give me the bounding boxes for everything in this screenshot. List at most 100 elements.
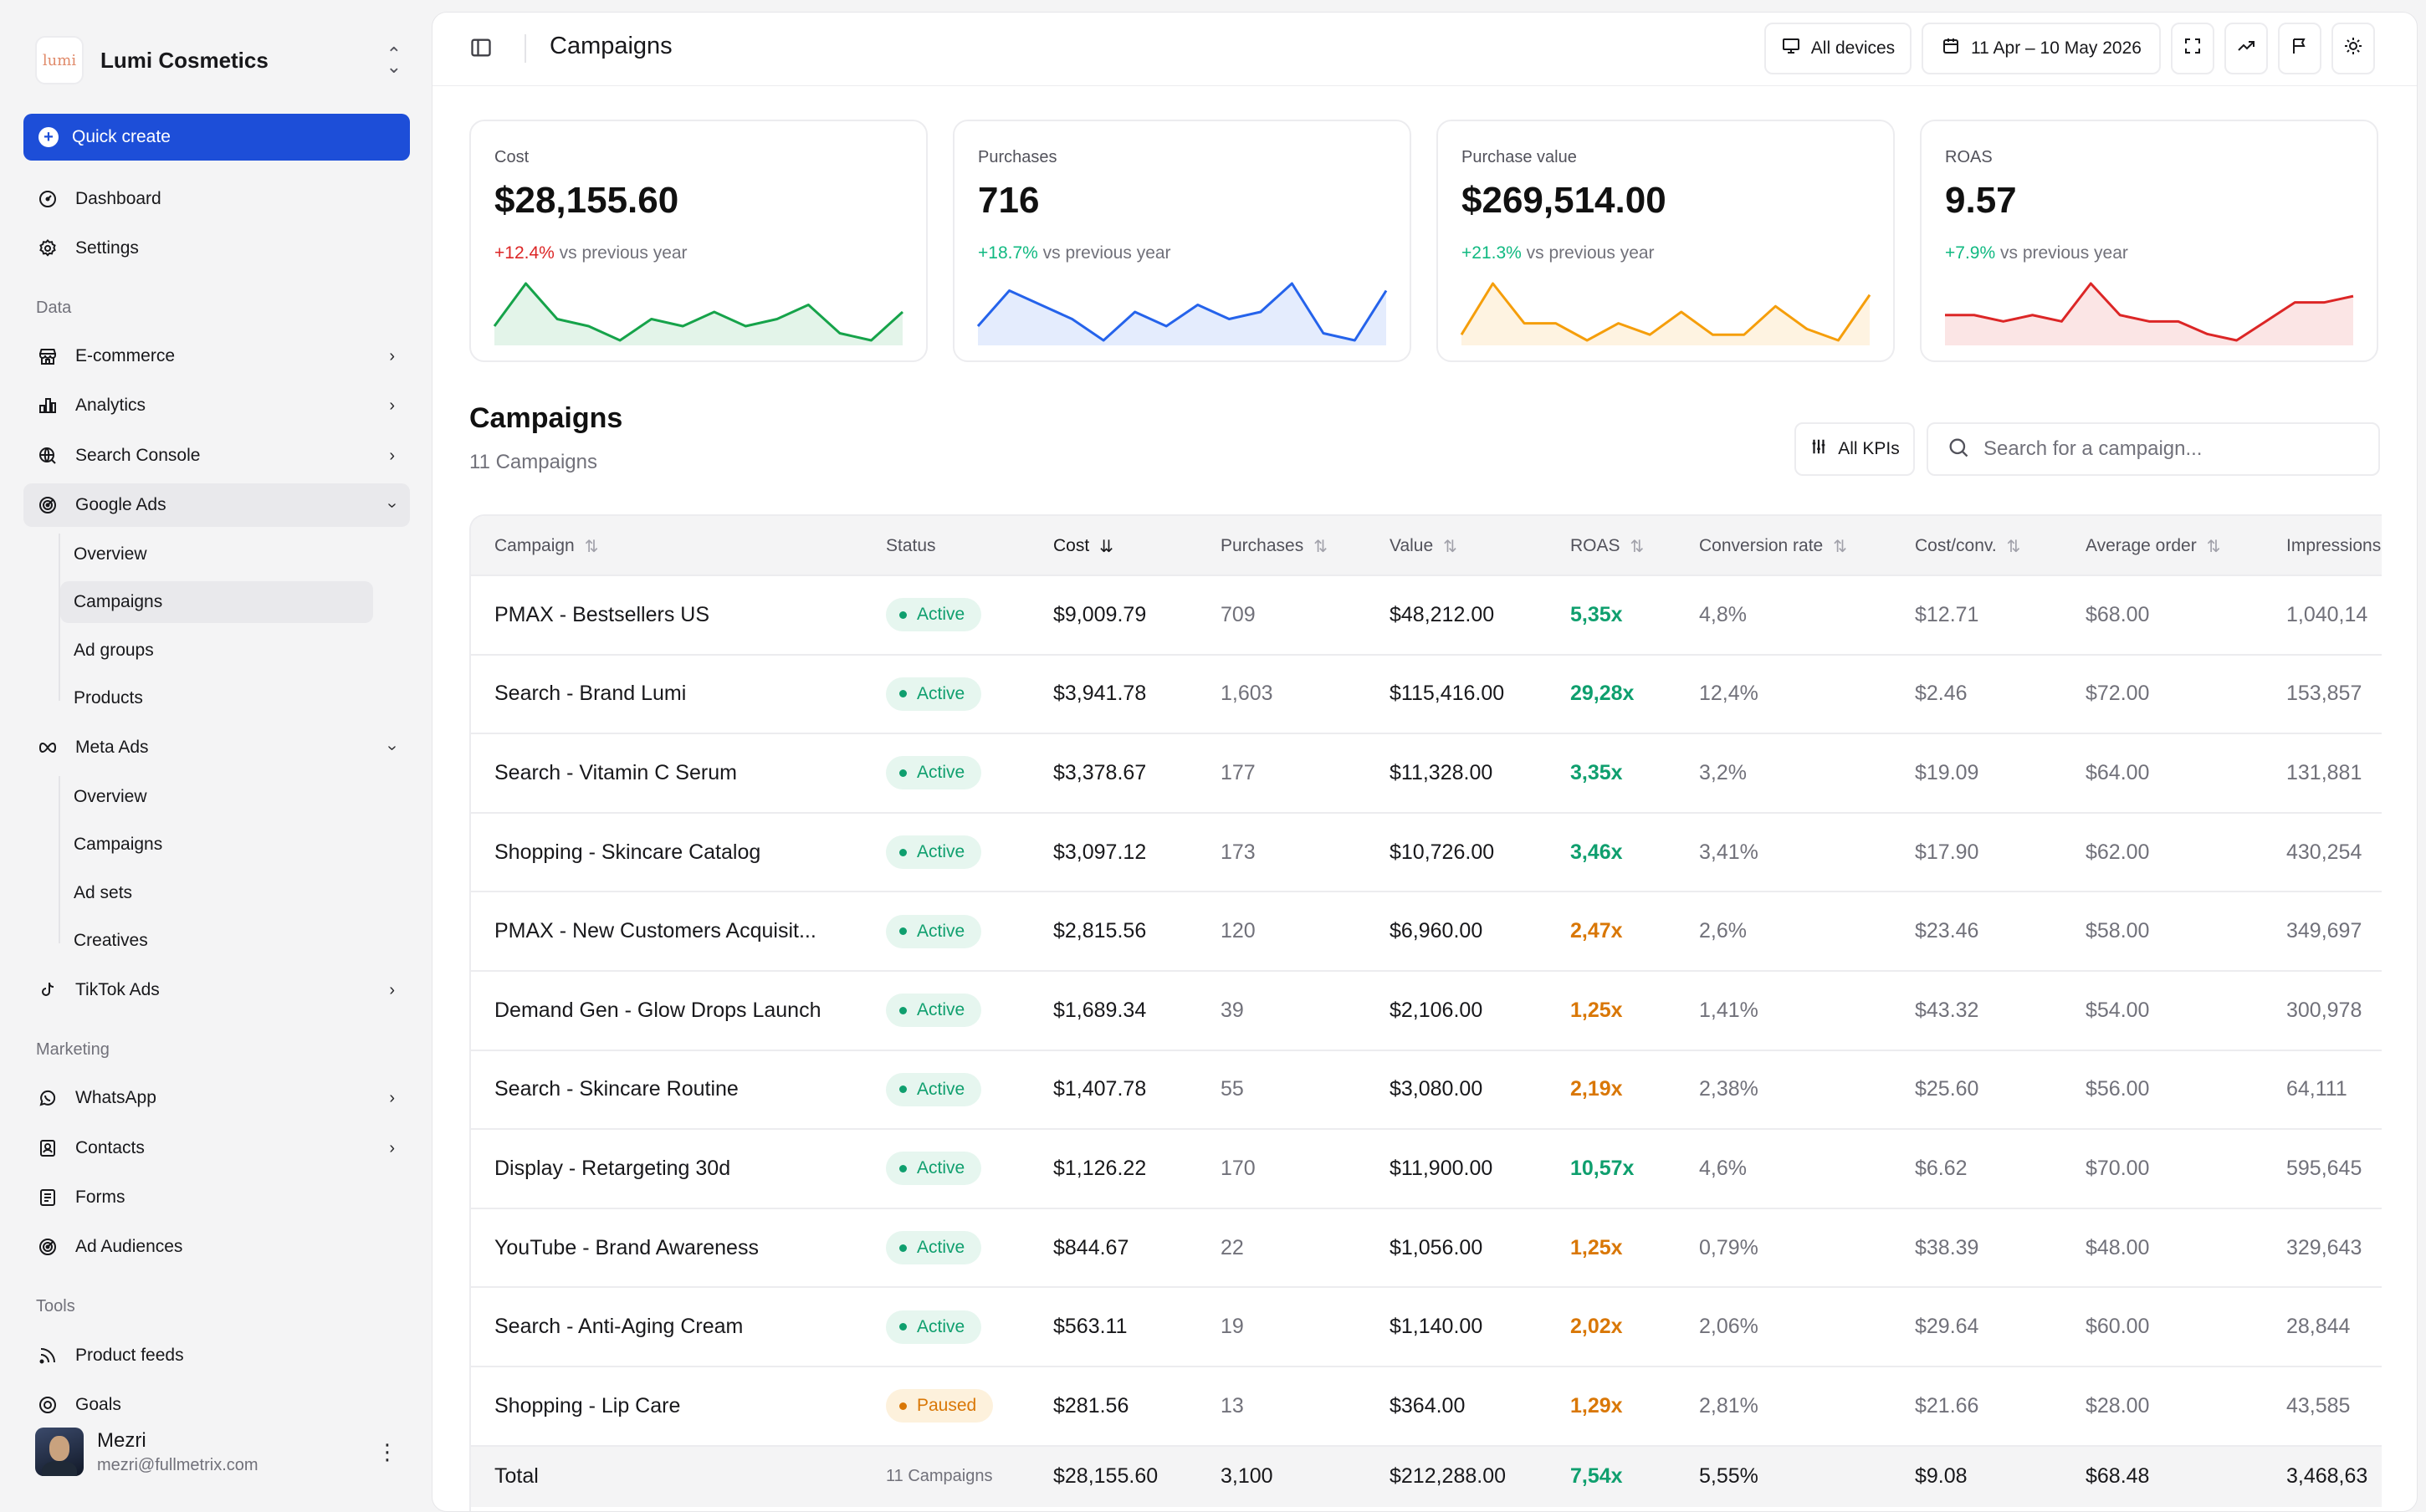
sidebar-toggle-icon[interactable] <box>469 36 493 59</box>
kpi-card-purchases[interactable]: Purchases 716 +18.7% vs previous year <box>953 120 1411 362</box>
sidebar-item-label: TikTok Ads <box>75 980 160 999</box>
theme-toggle-button[interactable] <box>2331 23 2375 74</box>
sidebar-subitem-meta-campaigns[interactable]: Campaigns <box>60 824 373 866</box>
table-row[interactable]: YouTube - Brand Awareness Active $844.67 22… <box>471 1209 2382 1289</box>
status-dot-icon <box>899 848 907 856</box>
sidebar-item-meta-ads[interactable]: Meta Ads › <box>23 726 410 769</box>
sidebar-item-product-feeds[interactable]: Product feeds <box>23 1334 410 1377</box>
table-row[interactable]: PMAX - Bestsellers US Active $9,009.79 709 $… <box>471 576 2382 656</box>
table-row[interactable]: Search - Vitamin C Serum Active $3,378.67 1… <box>471 734 2382 814</box>
sidebar-subitem-meta-overview[interactable]: Overview <box>60 776 373 818</box>
sidebar-subitem-google-products[interactable]: Products <box>60 677 373 719</box>
table-row[interactable]: Demand Gen - Glow Drops Launch Active $1,6… <box>471 972 2382 1051</box>
cell-roas: 3,35x <box>1570 760 1623 784</box>
cell-cpc: $6.62 <box>1915 1156 1968 1180</box>
cell-name: Demand Gen - Glow Drops Launch <box>494 998 821 1022</box>
sidebar-item-whatsapp[interactable]: WhatsApp › <box>23 1076 410 1120</box>
cell-cpc: $12.71 <box>1915 602 1979 626</box>
plus-circle-icon: + <box>38 127 59 147</box>
sidebar-item-google-ads[interactable]: Google Ads › <box>23 483 410 527</box>
kpi-card-roas[interactable]: ROAS 9.57 +7.9% vs previous year <box>1920 120 2378 362</box>
sidebar-item-contacts[interactable]: Contacts › <box>23 1126 410 1170</box>
quick-create-button[interactable]: + Quick create <box>23 114 410 161</box>
column-header-cost-per-conv[interactable]: Cost/conv. ⇅ <box>1915 516 2020 576</box>
flag-button[interactable] <box>2278 23 2321 74</box>
cell-impr: 1,040,14 <box>2286 602 2368 626</box>
column-header-average-order[interactable]: Average order ⇅ <box>2086 516 2220 576</box>
whatsapp-icon <box>35 1085 60 1111</box>
fullscreen-button[interactable] <box>2171 23 2214 74</box>
cell-conv: 4,6% <box>1699 1156 1747 1180</box>
status-cell: Active <box>886 734 982 812</box>
trend-button[interactable] <box>2224 23 2268 74</box>
status-badge: Active <box>886 1231 982 1265</box>
table-row[interactable]: Shopping - Lip Care Paused $281.56 13 $364.0… <box>471 1367 2382 1447</box>
more-vertical-icon[interactable]: ⋮ <box>376 1438 398 1464</box>
column-header-conversion-rate[interactable]: Conversion rate ⇅ <box>1699 516 1847 576</box>
column-header-value[interactable]: Value ⇅ <box>1390 516 1457 576</box>
sidebar-subitem-google-ad-groups[interactable]: Ad groups <box>60 630 373 672</box>
campaigns-table: Campaign ⇅ Status Cost ⇊ Purchases ⇅ Value ⇅… <box>469 514 2382 1511</box>
status-cell: Active <box>886 656 982 733</box>
target-icon <box>35 1234 60 1259</box>
cell-cost: $2,815.56 <box>1053 919 1147 943</box>
sidebar-subitem-google-overview[interactable]: Overview <box>60 534 373 575</box>
kpi-card-cost[interactable]: Cost $28,155.60 +12.4% vs previous year <box>469 120 928 362</box>
column-header-roas[interactable]: ROAS ⇅ <box>1570 516 1644 576</box>
workspace-switcher[interactable]: lumi Lumi Cosmetics ⌃ ⌄ <box>35 35 410 85</box>
sparkline-chart <box>976 282 1388 345</box>
date-range-button[interactable]: 11 Apr – 10 May 2026 <box>1922 23 2161 74</box>
column-label: Cost <box>1053 536 1090 555</box>
campaign-search[interactable] <box>1927 422 2380 476</box>
cell-status: 11 Campaigns <box>886 1467 993 1486</box>
kpi-change-value: +18.7% <box>978 243 1038 263</box>
sort-icon: ⇅ <box>584 537 599 556</box>
table-row[interactable]: Search - Anti-Aging Cream Active $563.11 19… <box>471 1288 2382 1367</box>
sidebar-item-forms[interactable]: Forms <box>23 1176 410 1219</box>
column-header-campaign[interactable]: Campaign ⇅ <box>494 516 599 576</box>
cell-cpc: $38.39 <box>1915 1235 1979 1259</box>
cell-conv: 2,06% <box>1699 1315 1758 1339</box>
table-row[interactable]: Search - Brand Lumi Active $3,941.78 1,603 $… <box>471 656 2382 735</box>
sidebar-subitem-meta-creatives[interactable]: Creatives <box>60 920 373 962</box>
search-input[interactable] <box>1983 437 2352 461</box>
section-title: Campaigns <box>469 402 623 434</box>
sidebar-item-settings[interactable]: Settings <box>23 227 410 270</box>
sidebar-item-search-console[interactable]: Search Console › <box>23 434 410 478</box>
cell-name: Search - Vitamin C Serum <box>494 760 737 784</box>
sidebar-item-dashboard[interactable]: Dashboard <box>23 177 410 221</box>
cell-cpc: $43.32 <box>1915 998 1979 1022</box>
cell-roas: 2,47x <box>1570 919 1623 943</box>
sort-icon: ⇅ <box>1313 537 1328 556</box>
status-label: Active <box>917 1079 965 1099</box>
user-profile[interactable]: Mezri mezri@fullmetrix.com ⋮ <box>35 1422 410 1482</box>
status-cell: Active <box>886 576 982 654</box>
cell-aov: $64.00 <box>2086 760 2150 784</box>
table-row[interactable]: Shopping - Skincare Catalog Active $3,097.… <box>471 814 2382 893</box>
sidebar-item-analytics[interactable]: Analytics › <box>23 384 410 427</box>
sidebar-item-label: Google Ads <box>75 495 166 514</box>
cell-name: Shopping - Lip Care <box>494 1393 681 1418</box>
sidebar-item-goals[interactable]: Goals <box>23 1383 410 1427</box>
device-filter-button[interactable]: All devices <box>1764 23 1912 74</box>
column-header-purchases[interactable]: Purchases ⇅ <box>1221 516 1328 576</box>
column-header-cost[interactable]: Cost ⇊ <box>1053 516 1113 576</box>
table-header: Campaign ⇅ Status Cost ⇊ Purchases ⇅ Value ⇅… <box>471 516 2382 576</box>
sidebar-item-ad-audiences[interactable]: Ad Audiences <box>23 1225 410 1269</box>
status-dot-icon <box>899 610 907 619</box>
sidebar-subitem-label: Campaigns <box>74 835 163 854</box>
table-row[interactable]: Search - Skincare Routine Active $1,407.78… <box>471 1051 2382 1131</box>
table-row[interactable]: Display - Retargeting 30d Active $1,126.22… <box>471 1130 2382 1209</box>
kpi-card-purchase-value[interactable]: Purchase value $269,514.00 +21.3% vs pre… <box>1436 120 1895 362</box>
sidebar-item-ecommerce[interactable]: E-commerce › <box>23 335 410 378</box>
kpi-selector-button[interactable]: All KPIs <box>1794 422 1915 476</box>
table-row[interactable]: PMAX - New Customers Acquisit... Active $2… <box>471 892 2382 972</box>
sidebar-item-tiktok-ads[interactable]: TikTok Ads › <box>23 968 410 1012</box>
bar-chart-icon <box>35 393 60 418</box>
column-header-impressions[interactable]: Impressions <box>2286 516 2381 576</box>
sidebar-subitem-google-campaigns[interactable]: Campaigns <box>60 581 373 623</box>
sidebar-subitem-meta-ad-sets[interactable]: Ad sets <box>60 872 373 914</box>
sidebar-item-label: WhatsApp <box>75 1088 156 1107</box>
sidebar-subitem-label: Overview <box>74 787 147 806</box>
cell-cost: $844.67 <box>1053 1235 1129 1259</box>
